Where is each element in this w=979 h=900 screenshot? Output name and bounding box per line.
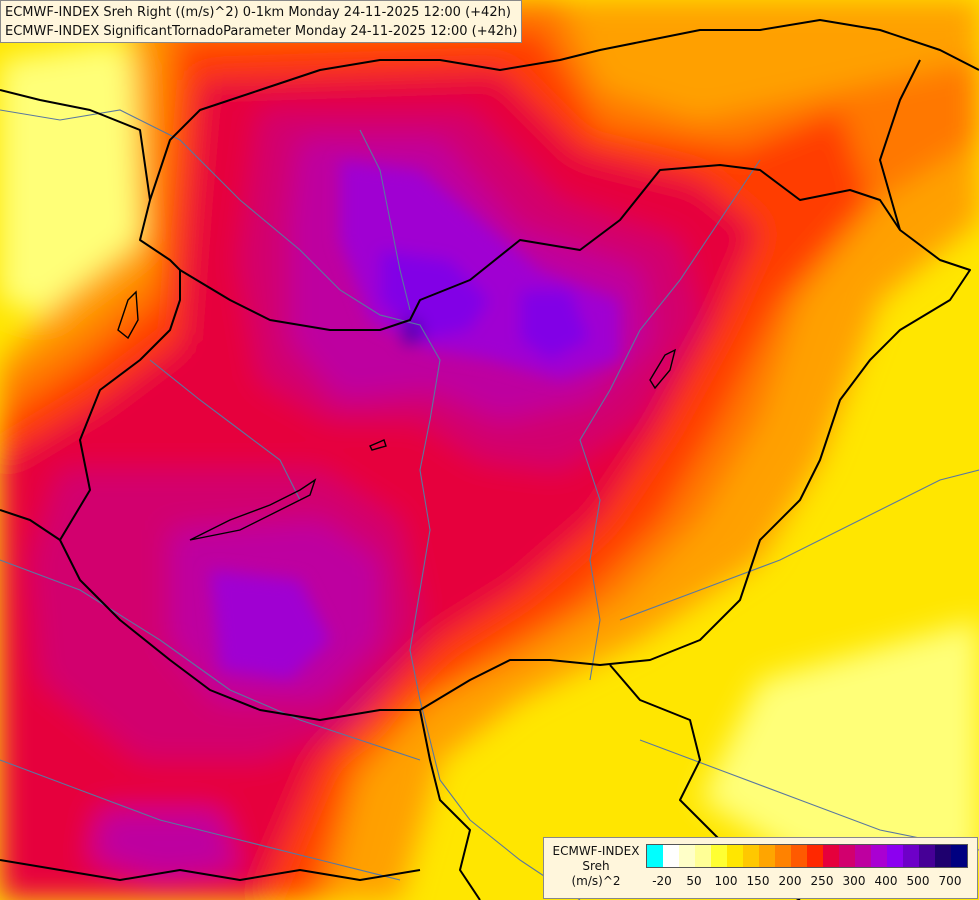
border-austria-west	[0, 89, 181, 271]
river-danube	[0, 109, 581, 900]
legend-swatch-9	[791, 845, 807, 867]
lake-neusiedl	[117, 290, 139, 340]
legend-label-4: 200	[778, 874, 802, 888]
field-purple-far-southwest	[90, 810, 240, 880]
river-drava	[0, 559, 421, 761]
legend-label-6: 300	[842, 874, 866, 888]
river-raba	[149, 359, 301, 501]
map-title-line-2: ECMWF-INDEX SignificantTornadoParameter …	[5, 24, 518, 39]
legend-swatch-5	[727, 845, 743, 867]
borders	[0, 19, 979, 900]
border-slovakia-poland	[149, 19, 979, 201]
river-tisza	[579, 159, 761, 681]
legend-swatch-6	[743, 845, 759, 867]
legend-swatch-3	[695, 845, 711, 867]
legend-swatch-11	[823, 845, 839, 867]
color-legend: ECMWF-INDEX Sreh (m/s)^2 -20 50 100 150 200 2…	[543, 837, 978, 899]
lakes	[117, 290, 677, 541]
legend-swatch-17	[919, 845, 935, 867]
lake-tisza	[649, 348, 677, 390]
legend-title-line-2: Sreh	[582, 859, 610, 873]
legend-color-bar	[646, 844, 968, 868]
river-hron	[359, 129, 411, 311]
river-danube-east	[639, 739, 979, 851]
border-croatia-serbia	[419, 709, 481, 900]
border-ukraine	[879, 59, 921, 231]
legend-title-line-3: (m/s)^2	[571, 874, 621, 888]
map-title-box: ECMWF-INDEX Sreh Right ((m/s)^2) 0-1km M…	[0, 0, 522, 43]
legend-swatch-10	[807, 845, 823, 867]
legend-label-5: 250	[810, 874, 834, 888]
legend-swatch-18	[935, 845, 951, 867]
legend-swatch-15	[887, 845, 903, 867]
field-blue-violet-east	[520, 290, 590, 360]
legend-label-2: 100	[714, 874, 738, 888]
legend-label-1: 50	[686, 874, 702, 888]
legend-swatch-8	[775, 845, 791, 867]
map-title-line-1: ECMWF-INDEX Sreh Right ((m/s)^2) 0-1km M…	[5, 5, 511, 20]
border-hungary	[59, 164, 971, 721]
legend-label-8: 500	[906, 874, 930, 888]
lake-velence	[369, 439, 387, 451]
legend-swatch-1	[663, 845, 679, 867]
border-bosnia	[0, 859, 421, 881]
legend-label-9: 700	[938, 874, 962, 888]
legend-swatch-14	[871, 845, 887, 867]
border-slovenia-croatia	[0, 509, 61, 541]
legend-swatch-7	[759, 845, 775, 867]
legend-tick-labels: -20 50 100 150 200 250 300 400 500 700	[646, 874, 968, 890]
river-sava	[0, 759, 401, 881]
legend-swatch-2	[679, 845, 695, 867]
legend-title: ECMWF-INDEX Sreh (m/s)^2	[548, 844, 644, 889]
legend-swatch-13	[855, 845, 871, 867]
legend-title-line-1: ECMWF-INDEX	[552, 844, 640, 858]
rivers	[0, 109, 979, 900]
legend-swatch-19	[951, 845, 967, 867]
lake-balaton	[189, 478, 317, 541]
field-violet-southwest	[210, 570, 330, 680]
legend-swatch-4	[711, 845, 727, 867]
legend-label-3: 150	[746, 874, 770, 888]
legend-label-0: -20	[652, 874, 672, 888]
legend-swatch-0	[647, 845, 663, 867]
legend-label-7: 400	[874, 874, 898, 888]
field-light-yellow-east	[700, 620, 979, 860]
river-mures	[619, 469, 979, 621]
legend-swatch-12	[839, 845, 855, 867]
legend-swatch-16	[903, 845, 919, 867]
